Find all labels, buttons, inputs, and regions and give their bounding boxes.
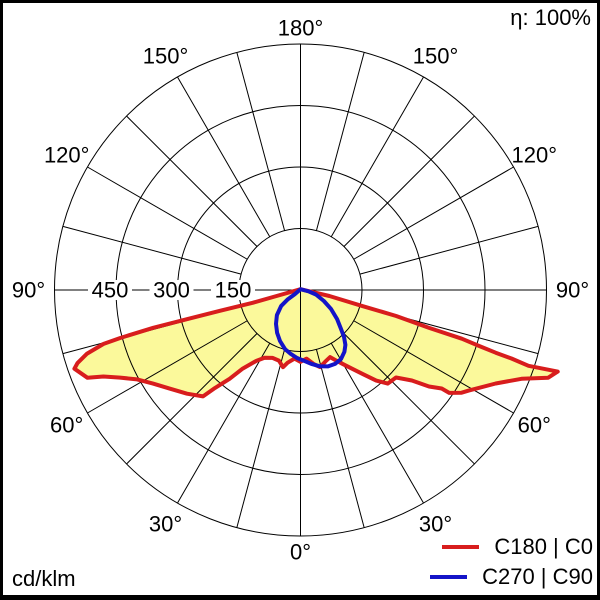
grid-spoke-45 bbox=[343, 333, 475, 465]
grid-spoke-60 bbox=[353, 320, 514, 414]
legend: C180 | C0 C270 | C90 bbox=[430, 534, 593, 590]
units-label: cd/klm bbox=[12, 566, 76, 591]
efficiency-label: η: 100% bbox=[510, 5, 591, 30]
legend-swatch-c180-c0 bbox=[442, 545, 480, 549]
legend-item-c270-c90: C270 | C90 bbox=[430, 564, 593, 590]
grid-spoke-210 bbox=[177, 76, 271, 237]
grid-spoke-150 bbox=[330, 76, 424, 237]
legend-item-c180-c0: C180 | C0 bbox=[442, 534, 593, 560]
grid-spoke-225 bbox=[126, 115, 258, 247]
radial-tick-label-300: 300 bbox=[153, 278, 190, 303]
grid-spoke-345 bbox=[236, 349, 286, 528]
angle-label-0: 0° bbox=[290, 540, 311, 565]
angle-label-60-left: 60° bbox=[50, 413, 83, 438]
grid-spoke-300 bbox=[87, 320, 248, 414]
radial-tick-label-150: 150 bbox=[215, 278, 252, 303]
legend-label: C270 | C90 bbox=[482, 564, 593, 589]
grid-spoke-120 bbox=[353, 166, 514, 260]
grid-spoke-240 bbox=[87, 166, 248, 260]
angle-label-60-right: 60° bbox=[518, 413, 551, 438]
frame-border-bottom bbox=[0, 595, 600, 600]
grid-spoke-195 bbox=[236, 52, 286, 231]
angle-label-90-right: 90° bbox=[556, 278, 589, 303]
radial-tick-mask-450 bbox=[88, 280, 132, 300]
angle-label-30-left: 30° bbox=[149, 511, 182, 536]
curve-fill-c180-c0 bbox=[74, 289, 558, 397]
angle-label-150-right: 150° bbox=[413, 44, 459, 69]
legend-label: C180 | C0 bbox=[494, 534, 593, 559]
angle-label-150-left: 150° bbox=[143, 44, 189, 69]
angle-label-120-left: 120° bbox=[44, 143, 90, 168]
legend-swatch-c270-c90 bbox=[430, 575, 468, 579]
angle-label-120-right: 120° bbox=[512, 143, 558, 168]
radial-tick-label-450: 450 bbox=[92, 278, 129, 303]
grid-spoke-135 bbox=[343, 115, 475, 247]
grid-spoke-315 bbox=[126, 333, 258, 465]
grid-spoke-330 bbox=[177, 343, 271, 504]
grid-spoke-105 bbox=[359, 225, 539, 275]
grid-spoke-30 bbox=[330, 343, 424, 504]
angle-label-180: 180° bbox=[278, 16, 324, 41]
grid-spoke-165 bbox=[315, 52, 365, 231]
angle-label-90-left: 90° bbox=[12, 278, 45, 303]
grid-spoke-15 bbox=[315, 349, 365, 528]
radial-tick-mask-300 bbox=[149, 280, 194, 300]
angle-label-30-right: 30° bbox=[419, 511, 452, 536]
curve-c270-c90 bbox=[274, 287, 348, 369]
grid-spoke-255 bbox=[62, 225, 242, 275]
radial-tick-mask-150 bbox=[211, 280, 255, 300]
